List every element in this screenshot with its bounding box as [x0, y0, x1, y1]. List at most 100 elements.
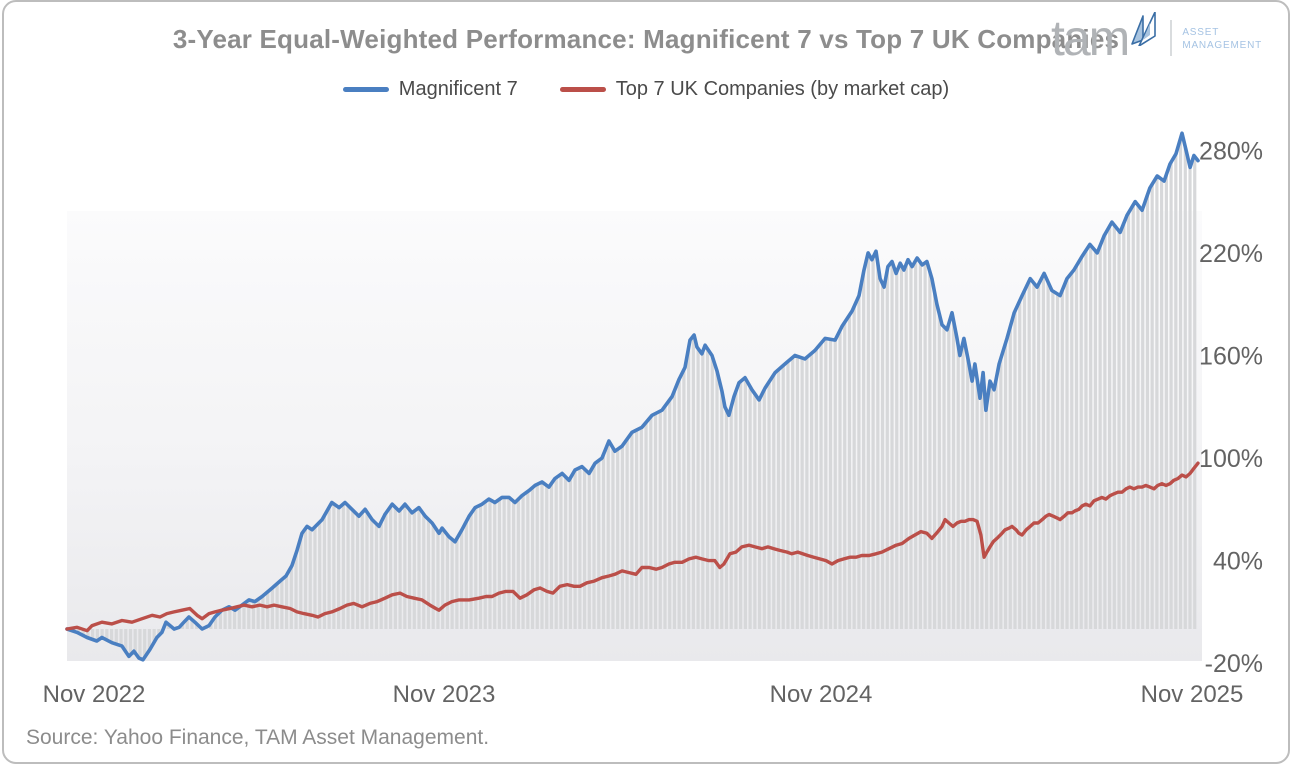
- x-axis-label: Nov 2023: [393, 681, 496, 708]
- background-bar: [521, 494, 525, 629]
- background-bar: [284, 574, 289, 629]
- background-bar: [890, 261, 894, 629]
- background-bar: [237, 607, 241, 629]
- x-axis-label: Nov 2025: [1141, 681, 1244, 708]
- background-bar: [1093, 250, 1098, 629]
- background-bar: [223, 608, 227, 629]
- background-bar: [720, 390, 724, 629]
- background-bar: [303, 528, 308, 629]
- background-bar: [157, 629, 161, 636]
- background-bar: [710, 356, 714, 629]
- background-bar: [653, 413, 658, 629]
- background-bar: [526, 491, 530, 629]
- background-bar: [975, 379, 979, 629]
- background-bar: [899, 265, 904, 629]
- background-bar: [786, 361, 790, 629]
- background-bar: [928, 271, 932, 629]
- plot-background: [67, 211, 1202, 661]
- background-bar: [828, 339, 833, 629]
- background-bar: [1178, 138, 1183, 629]
- background-bar: [639, 427, 643, 629]
- background-bar: [459, 530, 464, 629]
- x-axis-label: Nov 2022: [43, 681, 146, 708]
- background-bar: [1055, 294, 1060, 629]
- background-bar: [1027, 280, 1031, 629]
- background-bar: [365, 512, 369, 629]
- background-bar: [838, 330, 842, 629]
- background-bar: [705, 348, 710, 629]
- background-bar: [450, 539, 454, 629]
- background-bar: [109, 629, 114, 643]
- background-bar: [814, 348, 818, 629]
- background-bar: [549, 483, 554, 629]
- background-bar: [1084, 250, 1088, 630]
- background-bar: [951, 320, 956, 629]
- background-bar: [1018, 300, 1022, 629]
- background-bar: [1032, 283, 1036, 629]
- background-bar: [1188, 166, 1192, 629]
- background-bar: [1145, 195, 1150, 629]
- background-bar: [573, 469, 577, 629]
- background-bar: [791, 357, 795, 629]
- background-bar: [138, 629, 142, 659]
- background-bar: [483, 501, 487, 629]
- background-bar: [980, 382, 984, 629]
- top-7-uk-line: [65, 461, 1200, 633]
- background-bar: [611, 447, 615, 629]
- background-bar: [299, 537, 303, 629]
- background-bar: [318, 522, 322, 629]
- background-bar: [592, 465, 596, 629]
- background-bar: [932, 292, 937, 629]
- background-bar: [989, 383, 993, 629]
- background-bar: [994, 379, 998, 629]
- background-bar: [436, 531, 440, 629]
- background-bar: [757, 398, 762, 629]
- background-bar: [885, 270, 889, 629]
- background-bar: [895, 271, 899, 629]
- chart-legend: Magnificent 7 Top 7 UK Companies (by mar…: [4, 78, 1288, 101]
- background-bar: [1065, 278, 1069, 629]
- background-bar: [568, 477, 572, 629]
- background-bar: [455, 538, 459, 629]
- background-bar: [502, 497, 506, 629]
- background-bar: [261, 595, 265, 629]
- background-bar: [1003, 343, 1008, 629]
- background-bar: [417, 507, 421, 629]
- background-bar: [247, 600, 251, 629]
- background-bar: [1183, 147, 1187, 629]
- background-bar: [228, 607, 232, 629]
- background-bar: [748, 386, 752, 629]
- background-bar: [682, 369, 686, 629]
- background-bar: [232, 609, 237, 629]
- background-bar: [478, 504, 483, 629]
- background-bar: [582, 469, 587, 629]
- background-bar: [474, 507, 478, 629]
- background-bar: [308, 528, 312, 629]
- background-bar: [1193, 156, 1197, 629]
- background-bar: [776, 369, 781, 629]
- background-bar: [1098, 245, 1102, 629]
- background-bar: [795, 356, 800, 629]
- background-bar: [105, 629, 109, 641]
- y-axis-label: 40%: [1213, 548, 1263, 576]
- y-axis-label: 160%: [1199, 343, 1263, 371]
- background-bar: [616, 449, 620, 629]
- legend-item-top-7-uk: Top 7 UK Companies (by market cap): [559, 78, 950, 101]
- background-bar: [1089, 245, 1093, 629]
- legend-label-top-7-uk: Top 7 UK Companies (by market cap): [615, 78, 950, 100]
- background-bar: [923, 262, 927, 629]
- background-bar: [422, 514, 426, 629]
- background-bar: [635, 430, 639, 629]
- background-bar: [374, 523, 379, 629]
- background-bar: [1060, 290, 1064, 629]
- background-bar: [904, 264, 908, 629]
- background-bar: [1013, 311, 1017, 629]
- background-bar: [407, 509, 412, 629]
- background-bar: [530, 487, 535, 629]
- background-bar: [185, 618, 189, 629]
- y-axis-label: 280%: [1199, 137, 1263, 165]
- background-bar: [143, 629, 147, 658]
- background-bar: [251, 601, 256, 629]
- background-bar: [947, 323, 951, 629]
- background-bar: [1022, 290, 1027, 629]
